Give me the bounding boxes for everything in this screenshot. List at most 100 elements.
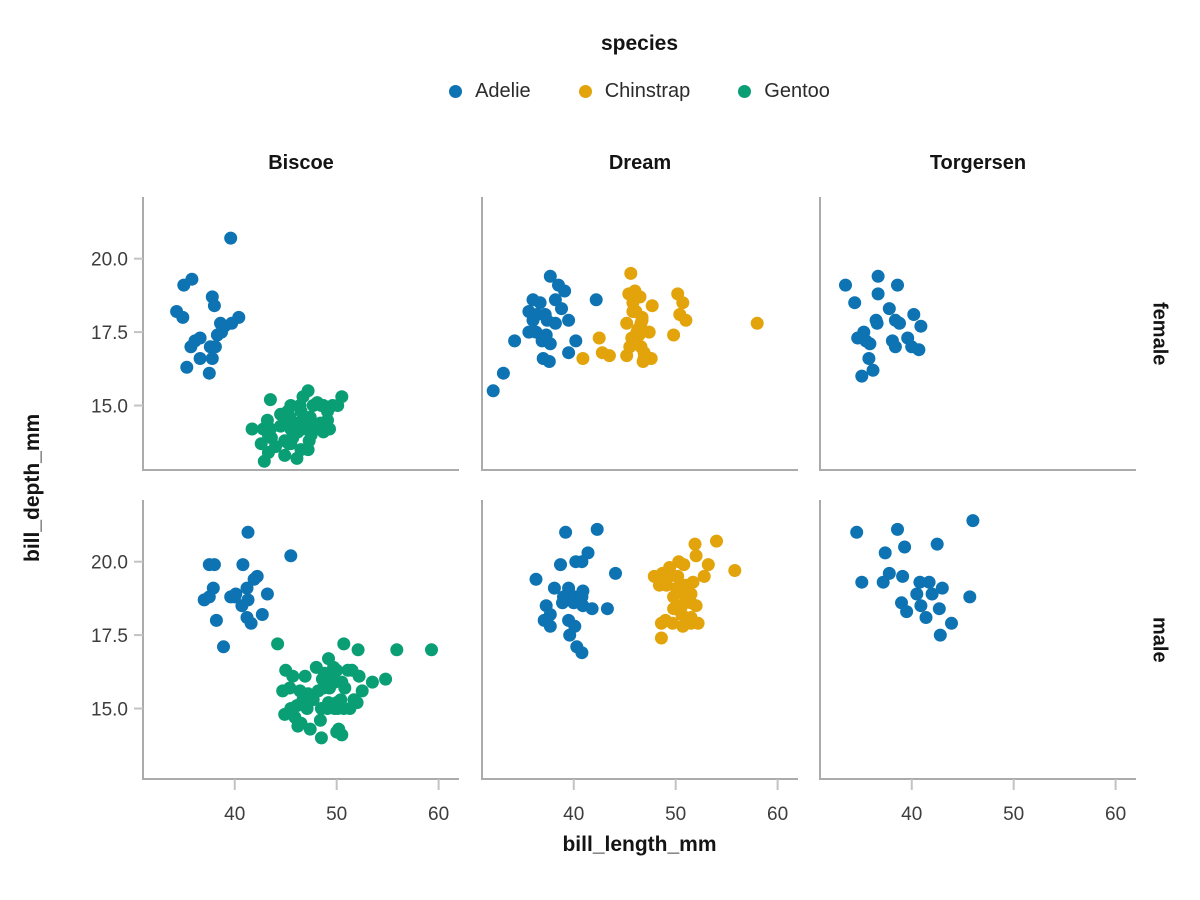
data-point [176,310,190,324]
row-label-female: female [1148,301,1171,366]
data-point [250,569,264,583]
data-point [217,640,230,654]
data-point [728,564,742,577]
data-point [862,352,876,365]
data-point [207,558,221,572]
data-point [912,343,926,357]
data-point [193,352,207,365]
data-point [202,366,216,380]
x-tick-label: 60 [767,804,788,825]
data-point [240,581,254,595]
data-point [850,525,864,539]
data-point [686,575,700,589]
gentoo-dot-icon [738,85,752,98]
data-point [235,599,249,613]
data-point [882,302,896,316]
facet-title-torgersen: Torgersen [929,152,1027,174]
y-axis-title: bill_depth_mm [21,413,44,563]
data-point [932,602,946,616]
data-point [569,334,583,348]
data-point [278,448,292,462]
facet-canvas [819,197,1136,471]
row-label-male: male [1148,616,1171,663]
data-point [390,643,404,657]
data-point [666,616,680,630]
data-point [900,605,914,619]
data-point [575,646,589,660]
data-point [323,422,336,436]
data-point [913,575,927,589]
data-point [585,602,599,616]
series-gentoo-points [245,384,349,468]
data-point [335,728,349,742]
data-point [558,284,572,298]
data-point [609,566,622,580]
data-point [543,337,557,351]
data-point [283,681,297,695]
data-point [671,569,685,583]
data-point [898,540,912,554]
data-point [576,352,590,365]
facet-canvas: 40 50 60 [819,500,1136,825]
data-point [303,410,317,424]
data-point [654,616,668,630]
data-point [208,340,222,354]
y-tick-label: 15.0 [91,700,128,721]
data-point [554,558,567,572]
data-point [919,611,933,624]
data-point [888,340,902,354]
data-point [637,352,651,365]
data-point [562,346,576,360]
chinstrap-dot-icon [578,85,592,98]
x-tick-label: 50 [665,804,686,825]
data-point [556,596,569,610]
data-point [891,522,904,536]
data-point [313,713,327,727]
data-point [278,707,292,721]
x-tick-label: 60 [428,804,449,825]
data-point [882,566,896,580]
x-tick-label: 60 [1105,804,1126,825]
data-point [215,325,228,339]
data-point [351,643,365,657]
data-point [241,525,255,539]
data-point [935,581,949,595]
data-point [547,581,561,595]
data-point [337,637,351,651]
data-point [236,558,250,572]
legend-item-chinstrap: Chinstrap [578,80,691,103]
data-point [543,269,557,283]
x-tick-label: 40 [224,804,245,825]
data-point [255,608,269,621]
data-point [654,631,668,645]
data-point [298,669,312,683]
legend-label-adelie: Adelie [475,80,531,102]
data-point [688,537,702,551]
facet-canvas: 40 50 60 [481,500,798,825]
data-point [910,587,924,601]
data-point [209,613,223,627]
data-point [679,313,693,327]
data-point [623,340,637,354]
series-chinstrap-points [647,534,742,645]
data-point [338,681,352,695]
data-point [855,369,869,383]
data-point [871,269,885,283]
data-point [543,619,557,633]
data-point [600,602,614,616]
data-point [589,293,603,307]
x-tick-label: 50 [326,804,347,825]
data-point [896,569,910,583]
series-adelie-points [839,269,928,383]
y-tick-label: 17.5 [91,626,128,647]
legend: species Adelie Chinstrap Gentoo [143,32,1136,103]
legend-label-chinstrap: Chinstrap [604,80,691,102]
data-point [642,325,656,339]
data-point [508,334,522,348]
data-point [866,363,880,377]
y-tick-label: 17.5 [91,323,128,344]
data-point [691,616,705,630]
data-point [286,669,300,683]
data-point [963,590,977,604]
